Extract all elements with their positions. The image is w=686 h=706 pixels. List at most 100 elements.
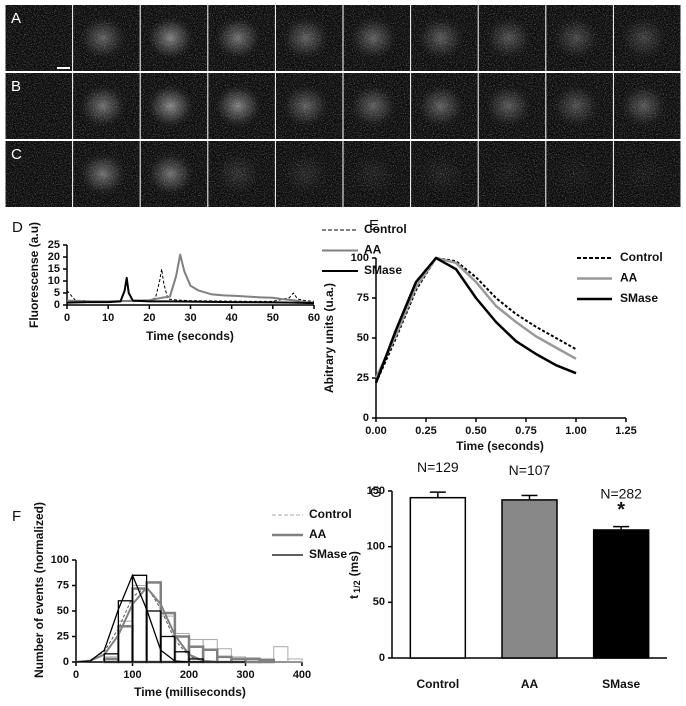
histogram-bar xyxy=(273,646,289,663)
image-spot xyxy=(144,150,197,198)
series-line xyxy=(66,276,315,305)
x-tick-label: SMase xyxy=(602,677,640,691)
y-tick-label: 50 xyxy=(357,332,369,344)
x-tick-label: 200 xyxy=(180,669,198,681)
legend-label: AA xyxy=(364,243,382,257)
y-tick-label: 100 xyxy=(367,541,385,553)
y-tick-label: 15 xyxy=(48,263,60,275)
x-tick-label: 0 xyxy=(64,312,70,324)
y-tick-label: 0 xyxy=(363,412,369,424)
image-noise xyxy=(5,141,73,207)
x-tick-label: 100 xyxy=(123,669,141,681)
row-label: B xyxy=(11,78,21,95)
row-label: A xyxy=(11,10,21,27)
x-tick-label: Control xyxy=(417,677,460,691)
y-tick-label: 50 xyxy=(373,596,385,608)
histogram-bar xyxy=(173,635,191,664)
series-line xyxy=(375,257,577,384)
x-tick-label: 0.50 xyxy=(465,425,486,437)
legend-label: Control xyxy=(364,222,407,236)
image-spot xyxy=(482,150,535,198)
y-tick-label: 100 xyxy=(51,554,69,566)
image-spot xyxy=(617,150,670,198)
y-axis-label: Fluorescense (a.u) xyxy=(27,222,41,328)
bar xyxy=(592,529,650,659)
image-spot xyxy=(550,150,603,198)
image-noise xyxy=(5,73,73,139)
image-spot xyxy=(414,82,467,130)
histogram-bar xyxy=(287,658,303,663)
x-axis-label: Time (seconds) xyxy=(456,439,544,453)
y-axis-label-part: 1/2 xyxy=(352,580,362,593)
y-tick-label: 20 xyxy=(48,251,60,263)
x-tick-label: 400 xyxy=(293,669,311,681)
x-tick-label: 1.00 xyxy=(565,425,586,437)
image-spot xyxy=(347,14,400,62)
image-spot xyxy=(414,14,467,62)
y-axis-label-part: t xyxy=(347,595,361,599)
y-tick-label: 25 xyxy=(57,630,69,642)
x-tick-label: AA xyxy=(521,677,539,691)
x-tick-label: 60 xyxy=(308,312,320,324)
image-noise xyxy=(5,5,73,71)
y-tick-label: 100 xyxy=(351,252,369,264)
y-tick-label: 75 xyxy=(57,579,69,591)
image-spot xyxy=(144,14,197,62)
y-axis-label: Abitrary units (u.a.) xyxy=(322,283,336,393)
series-line xyxy=(374,256,577,379)
x-axis-label: Time (seconds) xyxy=(146,329,234,343)
histogram-bar xyxy=(216,648,232,663)
x-tick-label: 40 xyxy=(226,312,238,324)
x-tick-label: 0.25 xyxy=(415,425,436,437)
panel-label: F xyxy=(12,508,21,525)
x-tick-label: 10 xyxy=(102,312,114,324)
count-annotation: N=107 xyxy=(509,462,551,478)
image-spot xyxy=(482,82,535,130)
y-tick-label: 5 xyxy=(54,287,60,299)
x-tick-label: 30 xyxy=(184,312,196,324)
y-tick-label: 25 xyxy=(48,239,60,251)
histogram-bar xyxy=(145,610,162,663)
image-spot xyxy=(144,82,197,130)
y-tick-label: 10 xyxy=(48,275,60,287)
image-spot xyxy=(617,14,670,62)
image-spot xyxy=(212,150,265,198)
series-line xyxy=(66,268,315,302)
bar xyxy=(409,496,467,659)
y-tick-label: 25 xyxy=(357,372,369,384)
x-tick-label: 0 xyxy=(73,669,79,681)
significance-mark: * xyxy=(617,499,625,521)
count-annotation: N=129 xyxy=(417,459,459,475)
legend-label: AA xyxy=(620,271,638,285)
y-axis-label-part: (ms) xyxy=(347,551,361,576)
image-spot xyxy=(414,150,467,198)
y-axis-label: t 1/2 (ms) xyxy=(347,551,362,599)
bar xyxy=(501,499,558,659)
legend-label: SMase xyxy=(620,291,658,305)
image-spot xyxy=(482,14,535,62)
image-spot xyxy=(550,82,603,130)
y-tick-label: 150 xyxy=(367,485,385,497)
image-spot xyxy=(347,82,400,130)
row-label: C xyxy=(11,146,22,163)
image-spot xyxy=(279,14,332,62)
image-spot xyxy=(212,14,265,62)
image-spot xyxy=(76,150,129,198)
y-tick-label: 50 xyxy=(57,605,69,617)
histogram-bar xyxy=(258,658,275,664)
histogram-bar xyxy=(131,587,148,664)
y-tick-label: 0 xyxy=(54,299,60,311)
image-spot xyxy=(76,82,129,130)
x-tick-label: 0.00 xyxy=(365,425,386,437)
legend-label: Control xyxy=(309,507,352,521)
image-spot xyxy=(212,82,265,130)
image-spot xyxy=(347,150,400,198)
histogram-bar xyxy=(244,657,261,664)
legend-label: AA xyxy=(309,527,327,541)
series-line xyxy=(66,253,315,304)
y-axis-label: Number of events (normalized) xyxy=(32,502,46,678)
legend-label: SMase xyxy=(309,547,347,561)
series-line xyxy=(374,256,577,384)
image-spot xyxy=(550,14,603,62)
panel-label: E xyxy=(369,217,379,234)
